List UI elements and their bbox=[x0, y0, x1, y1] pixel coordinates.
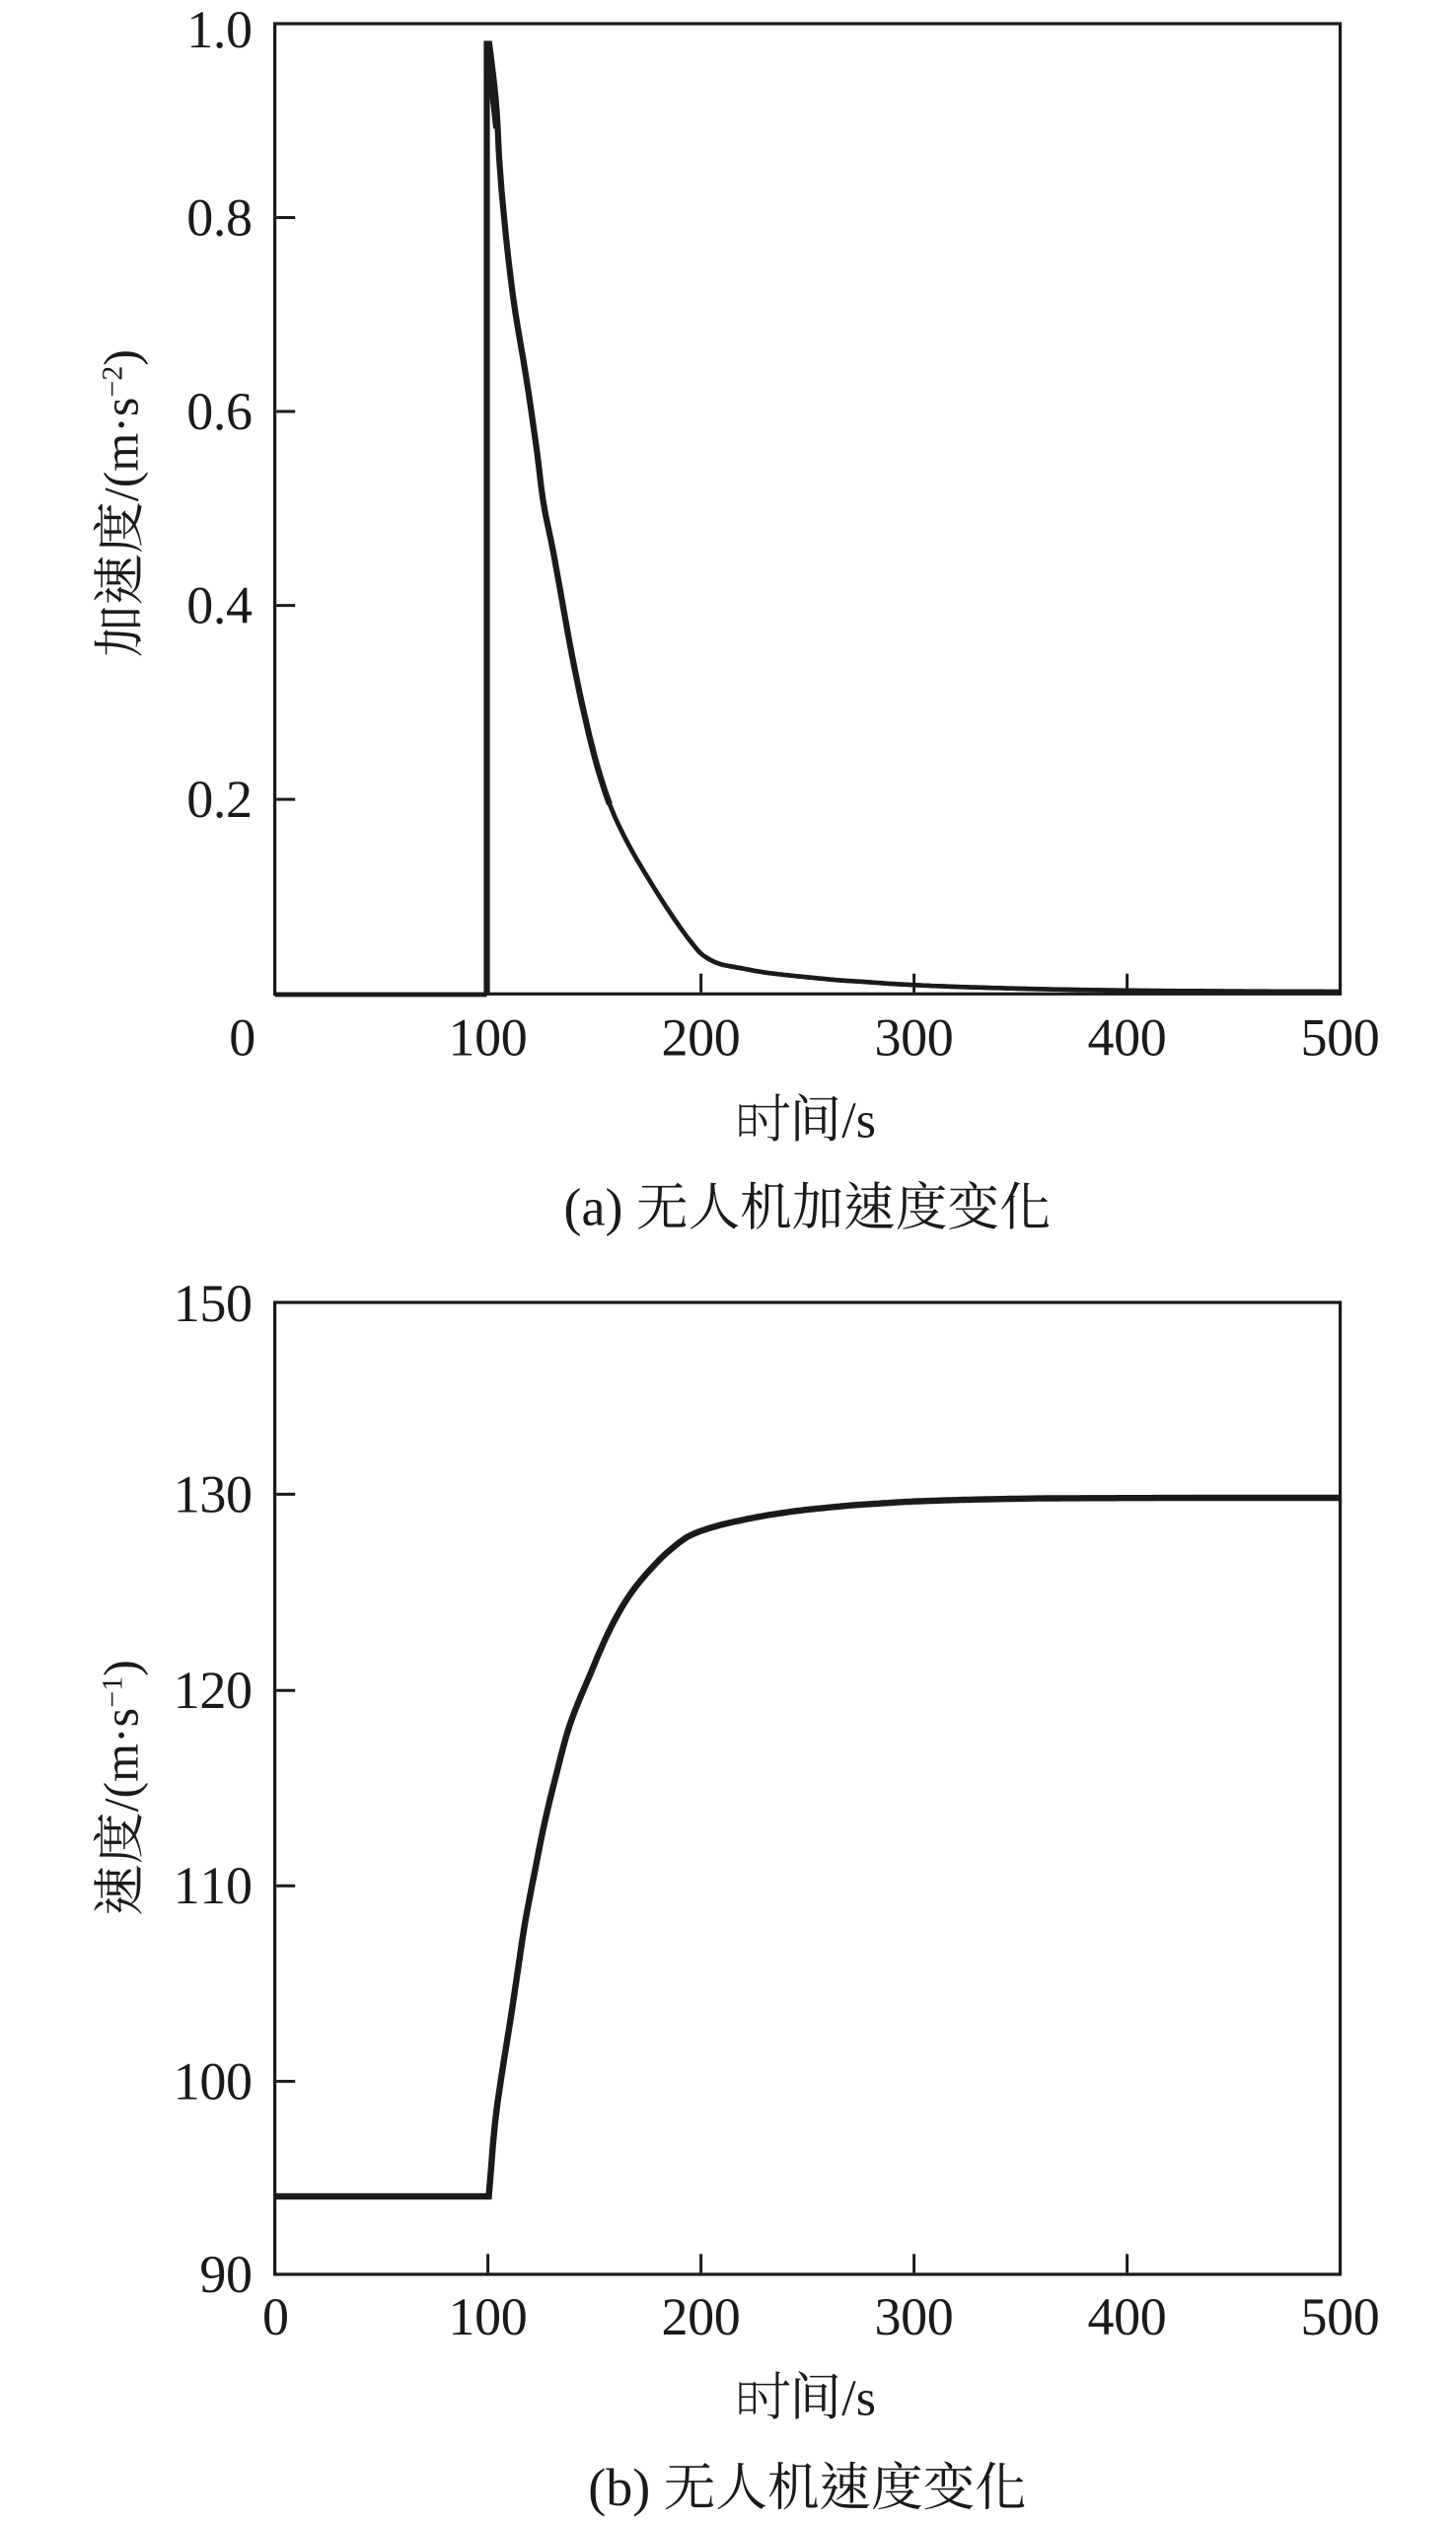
svg-text:1.0: 1.0 bbox=[186, 0, 253, 59]
svg-text:/(m·s: /(m·s bbox=[94, 1708, 149, 1813]
svg-text:200: 200 bbox=[662, 1008, 741, 1068]
svg-text:400: 400 bbox=[1088, 1008, 1167, 1068]
svg-text:−1: −1 bbox=[97, 1676, 129, 1708]
svg-text:150: 150 bbox=[174, 1274, 253, 1333]
svg-text:0: 0 bbox=[229, 1008, 255, 1068]
svg-text:0.6: 0.6 bbox=[186, 382, 253, 441]
svg-text:(b): (b) bbox=[588, 2458, 663, 2517]
svg-text:): ) bbox=[94, 349, 149, 366]
svg-text:0.8: 0.8 bbox=[186, 187, 253, 247]
svg-text:100: 100 bbox=[449, 2287, 528, 2346]
svg-text:/(m·s: /(m·s bbox=[94, 398, 149, 502]
svg-text:0: 0 bbox=[262, 2287, 289, 2346]
svg-text:400: 400 bbox=[1088, 2287, 1167, 2346]
svg-text:90: 90 bbox=[199, 2245, 253, 2304]
svg-text:110: 110 bbox=[174, 1856, 253, 1915]
svg-text:200: 200 bbox=[662, 2287, 741, 2346]
svg-text:500: 500 bbox=[1301, 2287, 1380, 2346]
svg-text:300: 300 bbox=[875, 2287, 954, 2346]
svg-text:): ) bbox=[94, 1660, 149, 1676]
svg-text:100: 100 bbox=[174, 2051, 253, 2111]
svg-text:/s: /s bbox=[841, 1093, 876, 1150]
svg-text:120: 120 bbox=[174, 1661, 253, 1720]
svg-text:130: 130 bbox=[174, 1464, 253, 1523]
svg-text:0.4: 0.4 bbox=[186, 576, 253, 635]
svg-text:0.2: 0.2 bbox=[186, 770, 253, 829]
svg-text:/s: /s bbox=[841, 2371, 876, 2427]
svg-text:500: 500 bbox=[1301, 1008, 1380, 1068]
svg-text:−2: −2 bbox=[97, 366, 129, 398]
svg-text:(a): (a) bbox=[564, 1178, 636, 1237]
svg-text:300: 300 bbox=[875, 1008, 954, 1068]
svg-text:100: 100 bbox=[449, 1008, 528, 1068]
